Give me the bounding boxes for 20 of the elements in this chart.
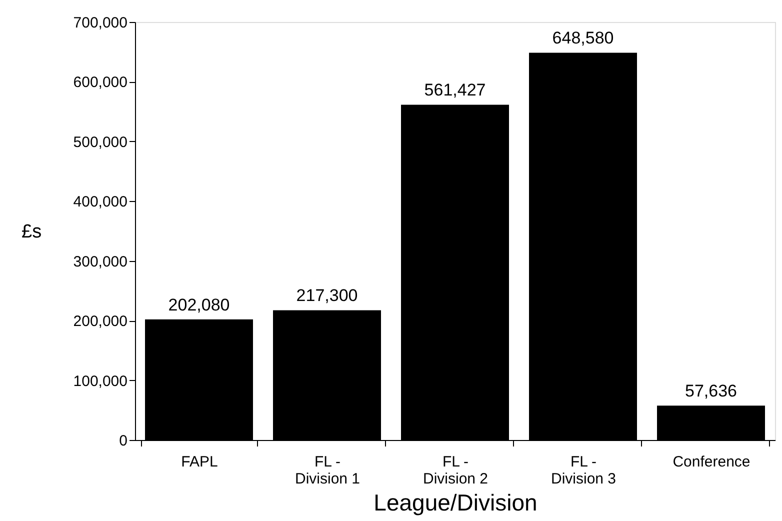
x-tick-label: FAPL — [181, 454, 218, 470]
x-tick-label: FL - Division 1 — [294, 454, 360, 488]
x-axis-title: League/Division — [374, 490, 538, 516]
data-label: 57,636 — [685, 382, 737, 401]
data-label: 217,300 — [296, 286, 358, 306]
y-tick-label: 700,000 — [73, 14, 128, 32]
data-label: 202,080 — [168, 295, 230, 314]
y-tick-label: 0 — [119, 432, 128, 450]
x-tick-label: FL - Division 3 — [550, 454, 616, 488]
data-label: 648,580 — [552, 28, 614, 48]
y-tick-label: 200,000 — [73, 313, 128, 330]
y-axis-title: £s — [22, 222, 42, 242]
y-tick-label: 500,000 — [73, 134, 128, 151]
y-tick-label: 300,000 — [73, 253, 128, 270]
x-tick-label: FL - Division 2 — [422, 454, 488, 488]
y-tick-label: 600,000 — [73, 74, 128, 92]
y-tick-label: 100,000 — [73, 372, 128, 390]
data-label: 561,427 — [424, 80, 486, 100]
y-tick-label: 400,000 — [73, 194, 128, 211]
x-tick-label: Conference — [672, 454, 750, 470]
